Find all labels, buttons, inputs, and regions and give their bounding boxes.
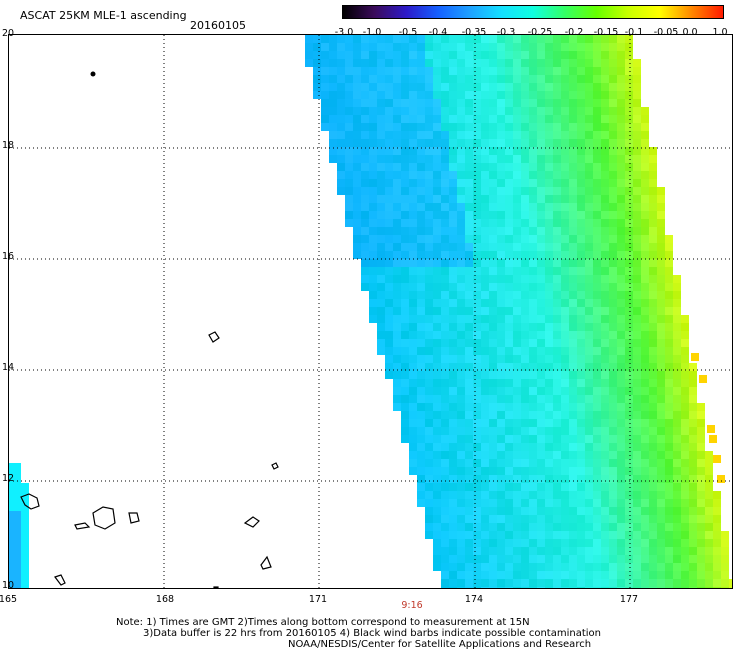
lon-label-174: 174: [464, 594, 484, 605]
lat-label-14: 14: [2, 362, 15, 373]
left-edge-swath: [9, 463, 29, 588]
color-scale-tick-5: -0.3: [496, 27, 516, 38]
lat-label-16: 16: [2, 251, 15, 262]
color-scale-tick-8: -0.15: [593, 27, 619, 38]
footer-note-1: Note: 1) Times are GMT 2)Times along bot…: [116, 617, 530, 628]
footer-note-3: NOAA/NESDIS/Center for Satellite Applica…: [288, 639, 592, 650]
lat-label-18: 18: [2, 140, 15, 151]
color-scale-tick-11: 0.0: [682, 27, 698, 38]
wind-swath-map: [9, 35, 732, 588]
graticule: [9, 35, 732, 588]
lon-label-168: 168: [155, 594, 175, 605]
color-scale-tick-4: -0.35: [461, 27, 487, 38]
island-outlines: [20, 71, 279, 588]
color-scale-tick-9: -0.1: [624, 27, 644, 38]
map-panel: [8, 34, 733, 589]
color-scale-tick-12: 1.0: [712, 27, 728, 38]
lon-label-177: 177: [619, 594, 639, 605]
color-scale-tick-10: -0.05: [653, 27, 679, 38]
color-scale-tick-3: -0.4: [428, 27, 448, 38]
map-date: 20160105: [190, 19, 246, 32]
lat-label-12: 12: [2, 473, 15, 484]
color-scale-bar: [342, 5, 724, 19]
lon-label-165: 165: [0, 594, 18, 605]
color-scale-labels: -3.0 -1.0 -0.5 -0.4 -0.35 -0.3 -0.25 -0.2 -0.15-…: [330, 27, 730, 39]
color-scale-tick-0: -3.0: [334, 27, 354, 38]
lat-label-20: 20: [2, 28, 15, 39]
footer-note-2: 3)Data buffer is 22 hrs from 20160105 4)…: [143, 628, 601, 639]
swath-time-label: 9:16: [401, 600, 423, 611]
color-scale-tick-6: -0.25: [527, 27, 553, 38]
color-scale-tick-2: -0.5: [398, 27, 418, 38]
swath-cells: [305, 35, 732, 588]
lat-label-10: 10: [2, 580, 15, 591]
color-scale-tick-7: -0.2: [564, 27, 584, 38]
map-title: ASCAT 25KM MLE-1 ascending: [20, 9, 187, 22]
color-scale-tick-1: -1.0: [362, 27, 382, 38]
lon-label-171: 171: [308, 594, 328, 605]
